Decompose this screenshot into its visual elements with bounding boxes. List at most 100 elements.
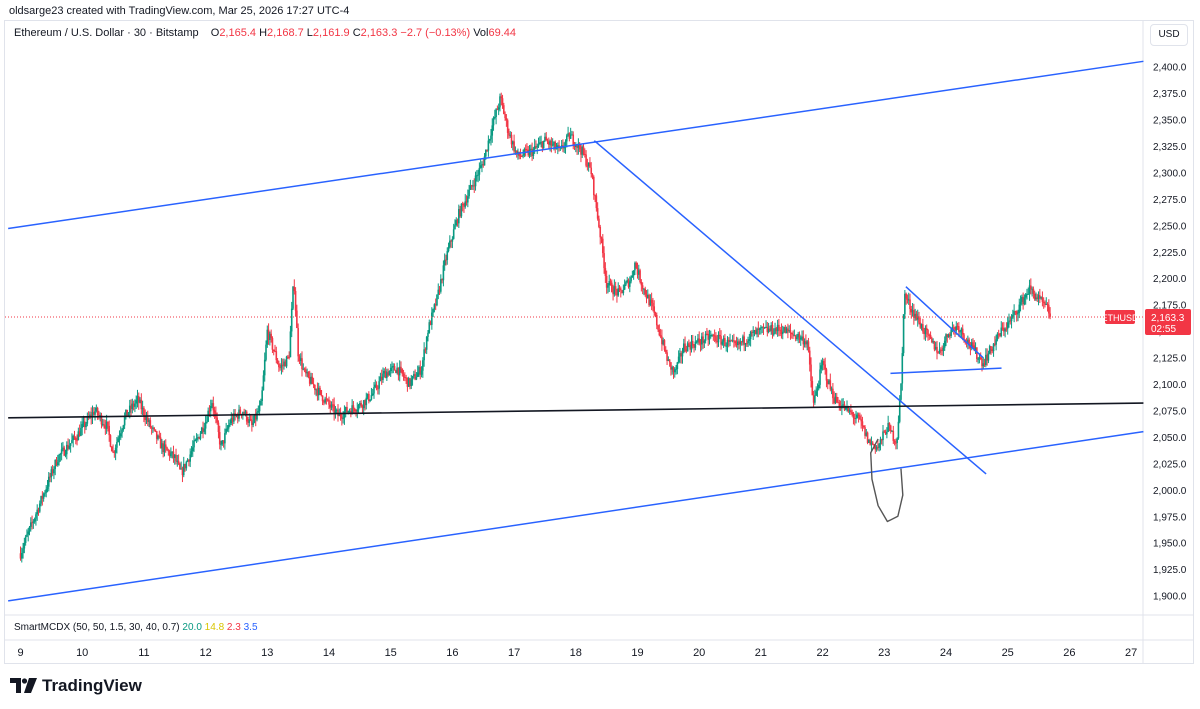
candle-body [882, 431, 884, 441]
candle-body [252, 422, 254, 426]
candle-body [477, 174, 479, 176]
candle-body [928, 334, 931, 336]
candle-body [355, 411, 357, 413]
candle-body [262, 375, 265, 391]
candle-body [852, 414, 855, 418]
candle-body [679, 353, 681, 357]
indicator-value-4: 3.5 [243, 622, 258, 633]
candle-body [301, 358, 303, 370]
symbol-description: Ethereum / U.S. Dollar · 30 · Bitstamp [14, 27, 199, 39]
candle-body [134, 403, 136, 407]
candle-body [569, 134, 572, 139]
candle-body [491, 125, 494, 136]
candle-body [567, 133, 569, 136]
candle-body [49, 476, 51, 478]
candle-body [508, 132, 510, 136]
candle-body [271, 338, 274, 350]
low-label: L [306, 27, 313, 39]
candle-body [176, 460, 179, 462]
candle-body [261, 390, 263, 401]
candle-body [675, 369, 677, 371]
candle-body [811, 380, 814, 396]
candle-body [96, 408, 99, 415]
candle-body [893, 440, 896, 443]
candle-body [37, 509, 40, 512]
candle-body [464, 201, 467, 207]
candle-body [785, 328, 788, 334]
candle-body [236, 414, 239, 419]
candle-body [490, 135, 492, 140]
candle-body [365, 397, 368, 406]
candle-body [664, 349, 667, 353]
candle-body [815, 391, 817, 396]
y-tick-label: 2,175.0 [1153, 301, 1187, 312]
candle-body [982, 363, 985, 367]
candle-body [817, 384, 820, 389]
candle-body [173, 454, 176, 458]
candle-body [132, 403, 135, 407]
candle-body [833, 398, 835, 403]
candle-body [29, 522, 32, 527]
candle-body [54, 460, 57, 470]
candle-body [242, 412, 244, 415]
candle-body [609, 280, 612, 283]
candle-body [170, 453, 172, 457]
candle-body [251, 420, 253, 426]
candle-body [180, 468, 182, 470]
candle-body [700, 336, 703, 345]
candle-body [461, 203, 464, 205]
candle-body [465, 201, 468, 203]
candle-body [731, 340, 734, 342]
candle-body [1037, 295, 1040, 299]
candle-body [838, 402, 841, 407]
candle-body [333, 404, 335, 414]
candle-body [335, 409, 338, 411]
candle-body [891, 430, 893, 432]
candle-body [986, 354, 988, 361]
candle-body [671, 367, 674, 370]
candle-body [672, 367, 675, 373]
candle-body [204, 422, 207, 429]
candle-body [181, 468, 184, 476]
candle-body [591, 174, 594, 177]
candle-body [952, 327, 955, 329]
candle-body [287, 356, 289, 358]
y-tick-label: 2,200.0 [1153, 274, 1187, 285]
candle-body [794, 335, 797, 339]
candle-body [627, 280, 630, 287]
candle-body [386, 372, 388, 379]
candle-body [752, 331, 754, 333]
candle-body [557, 145, 559, 149]
candle-body [757, 328, 760, 330]
candle-body [198, 437, 200, 439]
candle-body [344, 407, 347, 412]
candle-body [298, 356, 301, 362]
candle-body [545, 136, 548, 141]
candle-body [608, 280, 611, 286]
candle-body [904, 293, 906, 315]
x-tick-label: 25 [1002, 647, 1014, 659]
candle-body [916, 316, 919, 320]
currency-button[interactable]: USD [1150, 24, 1188, 46]
candle-body [877, 446, 879, 448]
candle-body [685, 349, 688, 352]
candle-body [1048, 305, 1050, 314]
candle-body [654, 312, 657, 316]
indicator-value-1: 20.0 [182, 622, 202, 633]
candle-body [1006, 322, 1009, 329]
candle-body [954, 327, 956, 331]
candle-body [83, 421, 86, 428]
candle-body [711, 334, 713, 336]
candle-body [438, 289, 441, 292]
candle-body [978, 357, 981, 359]
candle-body [46, 486, 49, 489]
candle-body [920, 324, 923, 328]
candle-body [119, 433, 122, 437]
candle-body [956, 325, 959, 327]
candle-body [868, 439, 870, 443]
candle-body [139, 399, 141, 403]
candle-body [924, 327, 927, 335]
candle-body [441, 279, 443, 281]
candle-body [722, 338, 725, 342]
